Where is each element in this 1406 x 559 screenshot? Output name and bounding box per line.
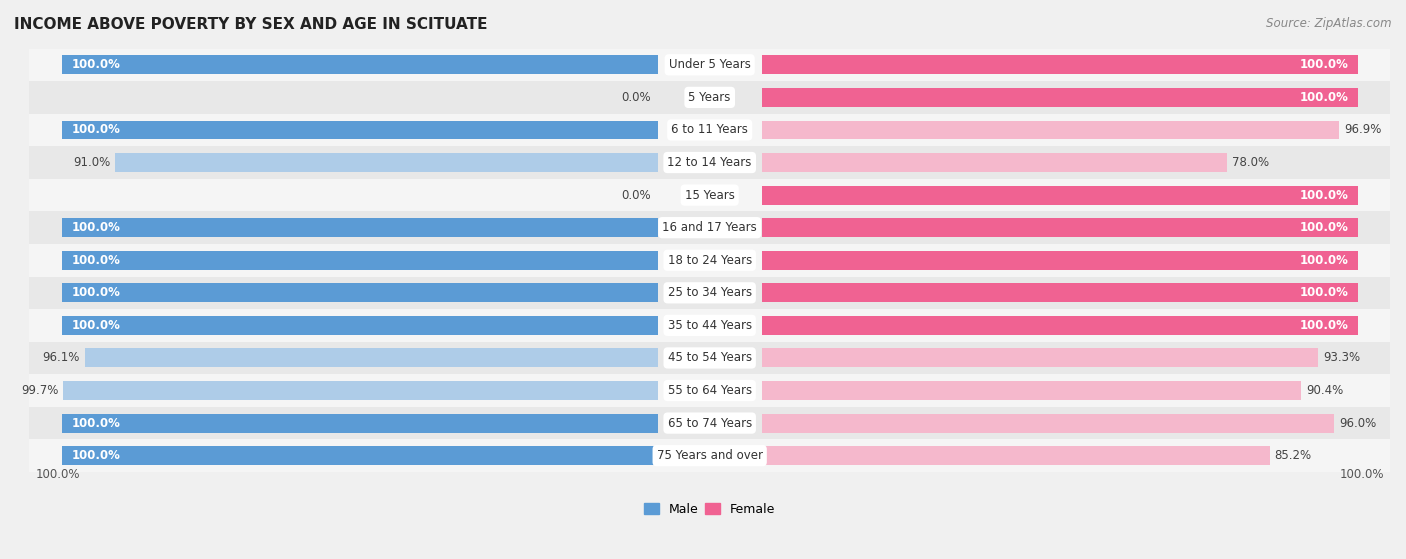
Text: 100.0%: 100.0% — [1299, 319, 1348, 332]
Bar — [762, 186, 1358, 205]
Bar — [762, 88, 1358, 107]
Text: 100.0%: 100.0% — [1299, 254, 1348, 267]
Bar — [62, 283, 658, 302]
Text: 18 to 24 Years: 18 to 24 Years — [668, 254, 752, 267]
Bar — [30, 49, 1391, 81]
Text: 75 Years and over: 75 Years and over — [657, 449, 762, 462]
Text: 100.0%: 100.0% — [35, 468, 80, 481]
Text: 96.0%: 96.0% — [1339, 416, 1376, 429]
Bar — [30, 113, 1391, 146]
Text: Under 5 Years: Under 5 Years — [669, 58, 751, 72]
Text: 96.1%: 96.1% — [42, 352, 80, 364]
Text: 100.0%: 100.0% — [1299, 221, 1348, 234]
Text: 91.0%: 91.0% — [73, 156, 110, 169]
Bar — [762, 121, 1340, 139]
Text: 35 to 44 Years: 35 to 44 Years — [668, 319, 752, 332]
Text: 12 to 14 Years: 12 to 14 Years — [668, 156, 752, 169]
Legend: Male, Female: Male, Female — [638, 498, 780, 521]
Text: 93.3%: 93.3% — [1323, 352, 1360, 364]
Bar — [30, 244, 1391, 277]
Text: 0.0%: 0.0% — [621, 188, 651, 202]
Text: 6 to 11 Years: 6 to 11 Years — [671, 124, 748, 136]
Text: 99.7%: 99.7% — [21, 384, 58, 397]
Bar — [762, 381, 1301, 400]
Bar — [30, 374, 1391, 407]
Text: 5 Years: 5 Years — [689, 91, 731, 104]
Text: 25 to 34 Years: 25 to 34 Years — [668, 286, 752, 299]
Text: 100.0%: 100.0% — [1299, 91, 1348, 104]
Bar — [63, 381, 658, 400]
Bar — [762, 283, 1358, 302]
Bar — [62, 121, 658, 139]
Bar — [30, 211, 1391, 244]
Bar — [762, 153, 1226, 172]
Bar — [30, 81, 1391, 113]
Bar — [30, 342, 1391, 374]
Text: 78.0%: 78.0% — [1232, 156, 1270, 169]
Bar — [62, 414, 658, 433]
Text: Source: ZipAtlas.com: Source: ZipAtlas.com — [1267, 17, 1392, 30]
Bar — [762, 414, 1334, 433]
Text: INCOME ABOVE POVERTY BY SEX AND AGE IN SCITUATE: INCOME ABOVE POVERTY BY SEX AND AGE IN S… — [14, 17, 488, 32]
Bar — [62, 251, 658, 269]
Bar — [762, 316, 1358, 335]
Text: 65 to 74 Years: 65 to 74 Years — [668, 416, 752, 429]
Text: 100.0%: 100.0% — [72, 319, 120, 332]
Bar — [30, 309, 1391, 342]
Bar — [30, 407, 1391, 439]
Bar — [762, 55, 1358, 74]
Text: 96.9%: 96.9% — [1344, 124, 1382, 136]
Bar — [30, 439, 1391, 472]
Text: 100.0%: 100.0% — [1299, 188, 1348, 202]
Text: 100.0%: 100.0% — [1299, 286, 1348, 299]
Bar — [30, 146, 1391, 179]
Text: 90.4%: 90.4% — [1306, 384, 1343, 397]
Bar — [30, 179, 1391, 211]
Text: 100.0%: 100.0% — [1340, 468, 1384, 481]
Text: 100.0%: 100.0% — [72, 124, 120, 136]
Text: 0.0%: 0.0% — [621, 91, 651, 104]
Text: 100.0%: 100.0% — [72, 254, 120, 267]
Text: 100.0%: 100.0% — [72, 416, 120, 429]
Text: 100.0%: 100.0% — [1299, 58, 1348, 72]
Bar — [115, 153, 658, 172]
Bar — [762, 446, 1270, 465]
Text: 100.0%: 100.0% — [72, 221, 120, 234]
Text: 85.2%: 85.2% — [1275, 449, 1312, 462]
Bar — [762, 218, 1358, 237]
Text: 16 and 17 Years: 16 and 17 Years — [662, 221, 756, 234]
Bar — [84, 348, 658, 367]
Bar — [62, 218, 658, 237]
Bar — [30, 277, 1391, 309]
Text: 100.0%: 100.0% — [72, 286, 120, 299]
Bar — [62, 55, 658, 74]
Bar — [62, 446, 658, 465]
Text: 100.0%: 100.0% — [72, 58, 120, 72]
Text: 45 to 54 Years: 45 to 54 Years — [668, 352, 752, 364]
Bar — [762, 348, 1317, 367]
Text: 55 to 64 Years: 55 to 64 Years — [668, 384, 752, 397]
Bar — [762, 251, 1358, 269]
Text: 15 Years: 15 Years — [685, 188, 734, 202]
Bar — [62, 316, 658, 335]
Text: 100.0%: 100.0% — [72, 449, 120, 462]
